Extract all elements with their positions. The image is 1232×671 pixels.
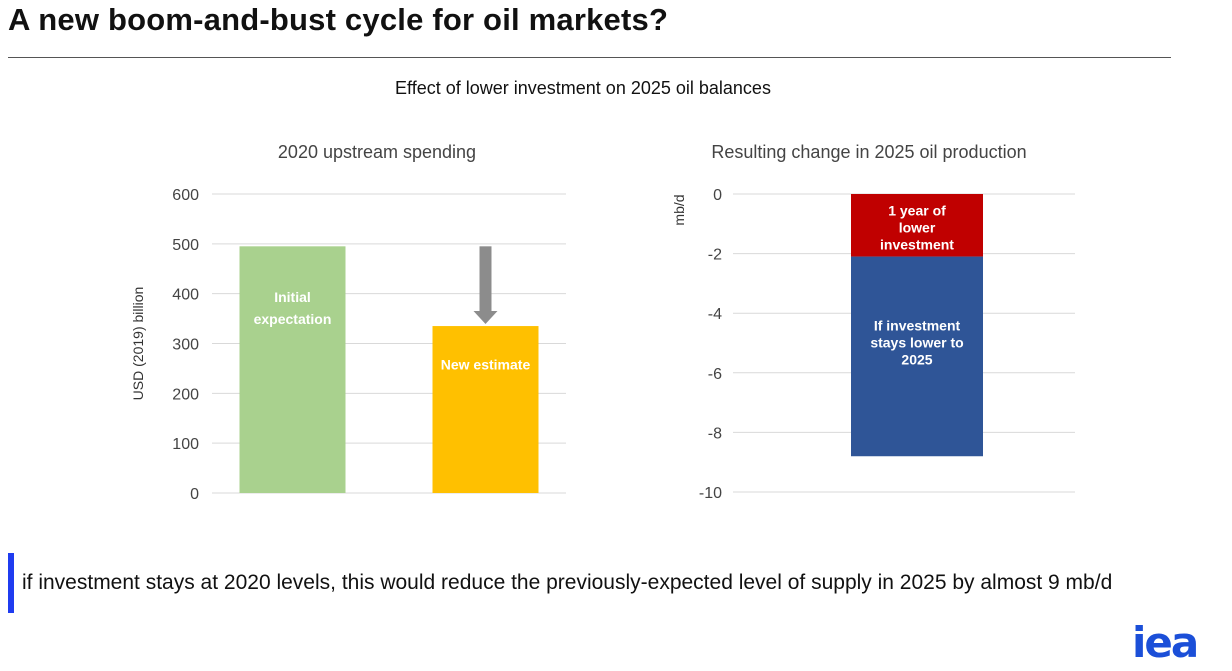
y-tick-label: 500 bbox=[172, 237, 199, 254]
bar-segment-label: 1 year of lower investment bbox=[880, 202, 954, 252]
stacked-bar-segment bbox=[851, 256, 983, 457]
bar-label: Initial expectation bbox=[254, 289, 332, 327]
y-tick-label: -2 bbox=[708, 247, 722, 264]
figure-title: Effect of lower investment on 2025 oil b… bbox=[395, 78, 771, 98]
bottom-note: if investment stays at 2020 levels, this… bbox=[8, 553, 1112, 613]
bar-label: New estimate bbox=[441, 356, 531, 372]
production-change-chart: Resulting change in 2025 oil production m… bbox=[671, 142, 1075, 502]
y-tick-label: 0 bbox=[713, 187, 722, 204]
note-text: if investment stays at 2020 levels, this… bbox=[22, 571, 1113, 594]
down-arrow-icon bbox=[473, 311, 498, 325]
y-axis-label: USD (2019) billion bbox=[130, 287, 146, 401]
bar-segment-label: If investment stays lower to 2025 bbox=[870, 317, 963, 367]
chart-title: 2020 upstream spending bbox=[278, 142, 476, 162]
arrow-shaft bbox=[479, 246, 492, 312]
iea-logo: iea bbox=[1132, 618, 1199, 667]
y-tick-label: 300 bbox=[172, 337, 199, 354]
y-tick-label: -4 bbox=[708, 306, 722, 323]
y-tick-label: 200 bbox=[172, 386, 199, 403]
y-tick-label: -8 bbox=[708, 425, 722, 442]
y-tick-label: 100 bbox=[172, 436, 199, 453]
y-tick-label: 0 bbox=[190, 486, 199, 503]
note-accent-bar bbox=[8, 553, 14, 613]
chart-title: Resulting change in 2025 oil production bbox=[711, 142, 1026, 162]
bar bbox=[239, 246, 346, 493]
y-tick-label: 600 bbox=[172, 187, 199, 204]
slide-title: A new boom-and-bust cycle for oil market… bbox=[8, 2, 669, 37]
upstream-spending-chart: 2020 upstream spending USD (2019) billion… bbox=[130, 142, 566, 503]
y-tick-label: -6 bbox=[708, 366, 722, 383]
bar bbox=[432, 326, 539, 493]
stacked-bar-segment bbox=[851, 194, 983, 257]
title-divider bbox=[8, 57, 1171, 58]
y-axis-label: mb/d bbox=[671, 194, 687, 225]
y-tick-label: -10 bbox=[699, 485, 722, 502]
y-tick-label: 400 bbox=[172, 287, 199, 304]
